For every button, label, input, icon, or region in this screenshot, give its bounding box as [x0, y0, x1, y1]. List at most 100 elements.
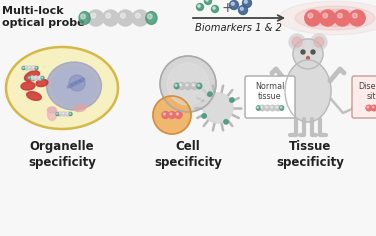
Ellipse shape [52, 67, 96, 105]
Circle shape [306, 56, 309, 59]
Circle shape [292, 37, 302, 47]
Circle shape [153, 96, 191, 134]
Circle shape [275, 105, 280, 111]
Circle shape [266, 106, 267, 108]
Ellipse shape [75, 80, 81, 84]
Circle shape [197, 4, 203, 10]
Circle shape [30, 76, 34, 80]
Circle shape [305, 10, 321, 26]
Circle shape [88, 10, 104, 26]
Ellipse shape [21, 82, 35, 90]
Circle shape [208, 92, 212, 96]
Circle shape [34, 76, 38, 80]
Circle shape [320, 10, 336, 26]
Ellipse shape [47, 107, 56, 113]
Circle shape [311, 34, 327, 50]
Circle shape [29, 67, 30, 68]
Circle shape [63, 113, 64, 114]
Ellipse shape [295, 6, 375, 30]
Circle shape [230, 98, 234, 102]
Ellipse shape [79, 78, 85, 82]
Ellipse shape [47, 62, 102, 110]
Circle shape [366, 105, 371, 111]
Ellipse shape [280, 106, 284, 110]
Circle shape [186, 84, 188, 86]
Circle shape [224, 120, 228, 124]
Ellipse shape [27, 92, 41, 100]
Circle shape [164, 113, 165, 115]
Circle shape [25, 67, 26, 68]
Circle shape [162, 111, 169, 118]
Circle shape [106, 13, 111, 18]
Text: Cell
specificity: Cell specificity [154, 140, 222, 169]
Circle shape [28, 66, 32, 70]
Circle shape [243, 0, 252, 8]
Circle shape [314, 37, 324, 47]
Circle shape [67, 113, 68, 114]
Ellipse shape [306, 9, 364, 27]
Circle shape [349, 10, 365, 26]
Ellipse shape [47, 108, 56, 121]
Text: optical probe: optical probe [2, 18, 85, 28]
Ellipse shape [146, 12, 157, 24]
Circle shape [229, 0, 238, 9]
Circle shape [206, 0, 208, 1]
Circle shape [38, 76, 42, 80]
Circle shape [371, 105, 376, 111]
Circle shape [103, 10, 118, 26]
Ellipse shape [56, 112, 59, 116]
Circle shape [58, 112, 62, 116]
Ellipse shape [197, 83, 202, 89]
Circle shape [66, 112, 70, 116]
Circle shape [191, 83, 198, 89]
Circle shape [244, 0, 247, 3]
Circle shape [42, 77, 43, 78]
Circle shape [167, 63, 209, 105]
Circle shape [117, 10, 133, 26]
Ellipse shape [69, 112, 72, 116]
Circle shape [311, 50, 315, 54]
Circle shape [276, 106, 278, 108]
Circle shape [323, 13, 327, 18]
Circle shape [213, 7, 215, 9]
Circle shape [202, 114, 206, 118]
Circle shape [308, 13, 313, 18]
Ellipse shape [6, 47, 118, 129]
Circle shape [36, 67, 37, 68]
Text: +: + [221, 1, 233, 15]
Circle shape [240, 7, 243, 10]
Circle shape [62, 112, 66, 116]
Circle shape [193, 84, 194, 86]
Circle shape [265, 105, 270, 111]
Text: Organelle
specificity: Organelle specificity [28, 140, 96, 169]
Circle shape [175, 111, 182, 118]
Circle shape [29, 77, 30, 78]
Circle shape [147, 14, 152, 19]
Circle shape [170, 113, 172, 115]
Circle shape [168, 111, 176, 118]
Circle shape [56, 113, 58, 114]
Circle shape [179, 84, 182, 86]
Circle shape [203, 93, 233, 123]
Circle shape [372, 106, 374, 108]
Text: Multi-lock: Multi-lock [2, 6, 64, 16]
Circle shape [59, 113, 60, 114]
Circle shape [185, 83, 191, 89]
Circle shape [121, 13, 126, 18]
Circle shape [35, 77, 36, 78]
Circle shape [211, 5, 218, 13]
Ellipse shape [41, 76, 44, 80]
Circle shape [178, 83, 185, 89]
Circle shape [135, 13, 140, 18]
Circle shape [132, 10, 148, 26]
FancyBboxPatch shape [245, 76, 295, 118]
Ellipse shape [279, 1, 376, 35]
Circle shape [31, 77, 32, 78]
Ellipse shape [67, 84, 73, 88]
Circle shape [259, 105, 265, 111]
Circle shape [205, 0, 211, 4]
Circle shape [261, 106, 262, 108]
Ellipse shape [285, 60, 331, 122]
Ellipse shape [174, 83, 179, 89]
Circle shape [338, 13, 343, 18]
